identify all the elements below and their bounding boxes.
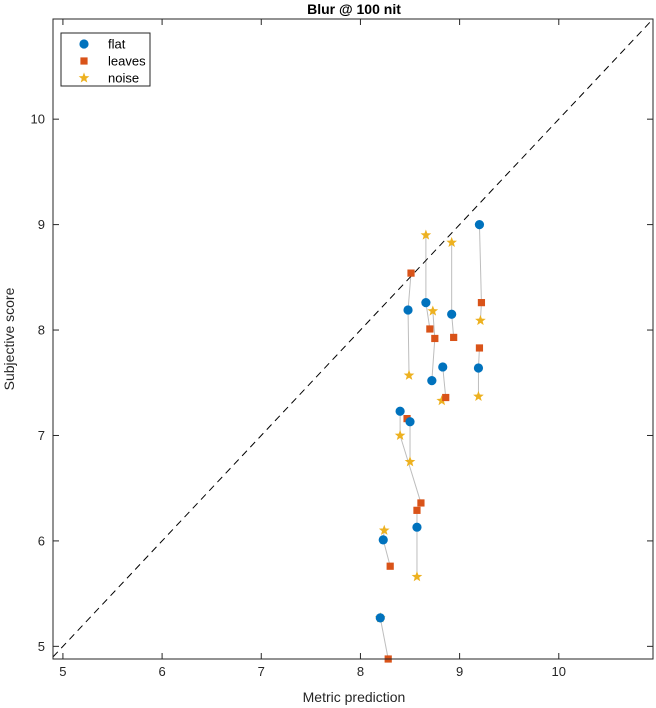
noise-point (378, 524, 390, 535)
y-axis-ticks: 5 6 7 8 9 10 (31, 112, 653, 654)
leaves-point (442, 393, 450, 402)
leaves-point (477, 299, 486, 307)
flat-point (378, 535, 388, 545)
noise-point (436, 395, 448, 406)
connector-line (379, 617, 389, 660)
leaves-point (426, 325, 434, 333)
flat-point (447, 309, 457, 319)
flat-point (438, 362, 448, 372)
flat-point (474, 220, 485, 230)
y-tick-label: 6 (38, 533, 45, 548)
legend-marker-noise (78, 72, 90, 83)
chart-title: Blur @ 100 nit (307, 1, 401, 17)
x-tick-label: 6 (158, 664, 165, 679)
flat-point (403, 305, 413, 315)
leaves-point (413, 506, 421, 514)
leaves-point (475, 344, 484, 352)
flat-point (405, 417, 415, 427)
legend-marker-flat (79, 39, 89, 49)
noise-point (404, 456, 416, 467)
data-points (374, 220, 486, 663)
noise-point (446, 236, 457, 248)
x-axis-ticks: 5 6 7 8 9 10 (59, 19, 566, 679)
noise-point (475, 314, 486, 326)
noise-point (411, 571, 423, 582)
flat-point (473, 363, 484, 373)
leaves-point (431, 334, 439, 343)
noise-point (394, 429, 406, 440)
x-tick-label: 9 (456, 664, 463, 679)
plot-area-frame (52, 18, 654, 660)
y-tick-label: 9 (38, 217, 45, 232)
x-tick-label: 8 (357, 664, 364, 679)
x-axis-label: Metric prediction (303, 689, 406, 705)
legend-marker-leaves (80, 57, 88, 65)
legend-box (60, 32, 151, 87)
x-tick-label: 7 (258, 664, 265, 679)
y-tick-label: 8 (38, 323, 45, 338)
leaves-point (386, 562, 394, 570)
y-tick-label: 5 (38, 639, 45, 654)
flat-point (395, 406, 405, 416)
leaves-point (417, 499, 425, 507)
x-tick-label: 5 (59, 664, 66, 679)
y-axis-label: Subjective score (1, 287, 17, 390)
flat-point (375, 613, 385, 623)
flat-point (421, 298, 431, 308)
leaves-point (407, 269, 415, 277)
flat-point (427, 376, 437, 386)
legend-label-noise: noise (108, 71, 139, 86)
legend-label-flat: flat (108, 37, 126, 52)
legend-label-leaves: leaves (108, 54, 146, 69)
identity-reference-line (52, 18, 654, 658)
x-tick-label: 10 (552, 664, 566, 679)
noise-point (420, 229, 432, 240)
y-tick-label: 10 (31, 112, 45, 127)
flat-point (412, 522, 422, 532)
legend: flat leaves noise (60, 32, 151, 87)
leaves-point (450, 333, 458, 342)
noise-point (427, 305, 439, 316)
noise-point (473, 390, 484, 401)
y-tick-label: 7 (38, 428, 45, 443)
noise-point (403, 369, 415, 380)
